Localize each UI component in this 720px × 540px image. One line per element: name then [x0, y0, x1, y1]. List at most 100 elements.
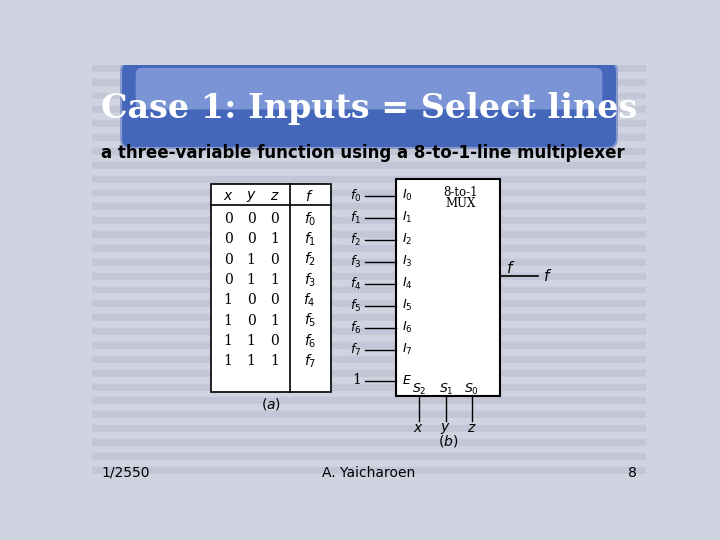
Bar	[92, 252, 647, 259]
Bar	[211, 184, 330, 392]
Bar	[92, 259, 647, 266]
Text: $f_0$: $f_0$	[304, 210, 316, 227]
Text: 0: 0	[224, 212, 233, 226]
Text: 1: 1	[224, 314, 233, 328]
Bar	[92, 425, 647, 432]
Text: 1: 1	[247, 354, 256, 368]
Text: 1: 1	[247, 253, 256, 267]
Bar	[92, 280, 647, 287]
Text: 1: 1	[224, 354, 233, 368]
FancyBboxPatch shape	[135, 68, 603, 110]
Bar	[92, 266, 647, 273]
Text: $z$: $z$	[467, 421, 477, 435]
Text: Case 1: Inputs = Select lines: Case 1: Inputs = Select lines	[101, 92, 637, 125]
Text: $I_5$: $I_5$	[402, 298, 413, 313]
Text: $f_3$: $f_3$	[304, 271, 316, 289]
Text: a three-variable function using a 8-to-1-line multiplexer: a three-variable function using a 8-to-1…	[101, 144, 625, 163]
Bar	[92, 300, 647, 307]
Text: 8: 8	[628, 466, 637, 480]
Bar	[92, 349, 647, 356]
Bar	[92, 92, 647, 99]
Bar	[92, 85, 647, 92]
Text: $I_0$: $I_0$	[402, 188, 413, 203]
Bar	[92, 418, 647, 425]
Bar	[92, 197, 647, 204]
Text: $S_0$: $S_0$	[464, 381, 480, 396]
Text: 8-to-1: 8-to-1	[443, 186, 477, 199]
Bar	[92, 342, 647, 349]
Text: $I_6$: $I_6$	[402, 320, 413, 335]
Text: 1: 1	[224, 293, 233, 307]
Bar	[92, 113, 647, 120]
Text: $E$: $E$	[402, 374, 412, 387]
Text: $I_1$: $I_1$	[402, 210, 413, 225]
Bar	[92, 141, 647, 148]
Text: 1: 1	[270, 354, 279, 368]
Text: 0: 0	[247, 232, 256, 246]
Text: $z$: $z$	[269, 190, 279, 204]
Text: 0: 0	[270, 212, 279, 226]
Text: $y$: $y$	[246, 189, 256, 204]
Text: 0: 0	[224, 253, 233, 267]
Text: $f$: $f$	[506, 260, 516, 276]
Bar	[92, 245, 647, 252]
Bar	[92, 79, 647, 85]
Text: 1/2550: 1/2550	[101, 466, 150, 480]
Text: 0: 0	[247, 314, 256, 328]
Text: $f_7$: $f_7$	[304, 353, 316, 370]
Text: $x$: $x$	[222, 190, 233, 204]
Text: $I_7$: $I_7$	[402, 342, 413, 357]
Text: $f_1$: $f_1$	[304, 231, 316, 248]
Bar	[92, 314, 647, 321]
Text: $(a)$: $(a)$	[261, 396, 281, 413]
Text: 0: 0	[270, 293, 279, 307]
Bar	[92, 176, 647, 183]
Text: 1: 1	[270, 273, 279, 287]
Bar	[92, 190, 647, 197]
Text: $f_4$: $f_4$	[350, 275, 361, 292]
Bar	[92, 287, 647, 294]
Bar	[92, 106, 647, 113]
Bar	[92, 363, 647, 370]
Bar	[92, 467, 647, 474]
Text: 1: 1	[224, 334, 233, 348]
Text: $f$: $f$	[305, 189, 314, 204]
Bar	[92, 238, 647, 245]
Bar	[92, 307, 647, 314]
Text: $f_6$: $f_6$	[350, 320, 361, 336]
Bar	[92, 474, 647, 481]
Bar	[92, 134, 647, 141]
Bar	[92, 204, 647, 210]
Text: $x$: $x$	[413, 421, 424, 435]
Bar	[92, 127, 647, 134]
Text: $f_2$: $f_2$	[351, 232, 361, 248]
Bar	[92, 453, 647, 460]
Text: MUX: MUX	[445, 197, 476, 210]
Bar	[92, 321, 647, 328]
Bar	[92, 148, 647, 155]
Text: 1: 1	[270, 232, 279, 246]
Bar	[92, 294, 647, 300]
Text: $S_1$: $S_1$	[438, 381, 453, 396]
Text: $y$: $y$	[441, 421, 451, 436]
Bar	[92, 231, 647, 238]
Text: $f_3$: $f_3$	[350, 254, 361, 270]
Text: 0: 0	[247, 293, 256, 307]
Bar	[92, 460, 647, 467]
Bar	[92, 390, 647, 397]
Bar	[92, 377, 647, 383]
Bar	[92, 328, 647, 335]
Bar	[92, 99, 647, 106]
Text: $f_4$: $f_4$	[304, 292, 316, 309]
Bar	[92, 72, 647, 79]
Text: $I_4$: $I_4$	[402, 276, 413, 291]
Bar	[92, 224, 647, 231]
Text: A. Yaicharoen: A. Yaicharoen	[323, 466, 415, 480]
Text: $f_1$: $f_1$	[350, 210, 361, 226]
Text: 0: 0	[224, 273, 233, 287]
Bar	[92, 404, 647, 411]
Text: $f_6$: $f_6$	[304, 333, 316, 350]
Bar	[92, 446, 647, 453]
Bar	[92, 273, 647, 280]
Text: 1: 1	[270, 314, 279, 328]
